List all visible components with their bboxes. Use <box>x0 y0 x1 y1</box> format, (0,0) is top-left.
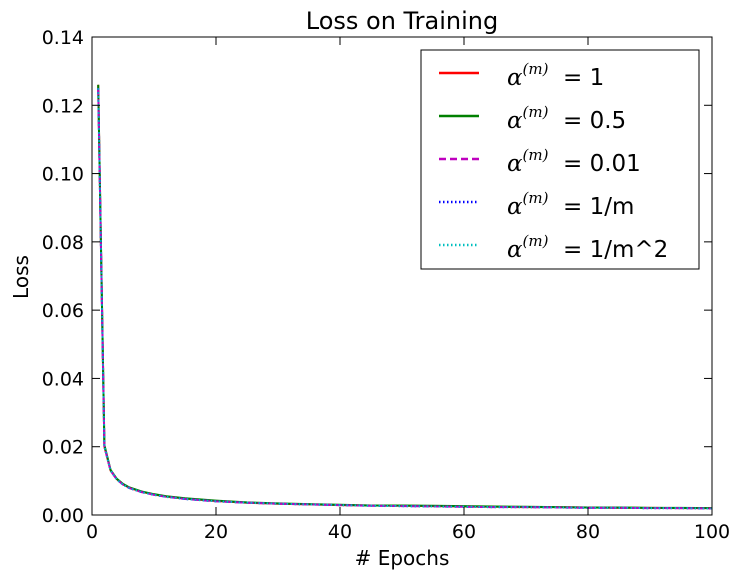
plot-frame <box>91 36 713 516</box>
chart-title: Loss on Training <box>306 7 499 35</box>
y-tick-label-1: 0.02 <box>42 437 84 459</box>
y-tick-label-0: 0.00 <box>42 505 84 527</box>
legend-alpha-symbol-3: α(m) <box>507 189 549 220</box>
x-tick-label-2: 40 <box>328 521 352 543</box>
legend: α(m) = 1 α(m) = 0.5 α(m) = 0.01 α(m) = 1/m α(m) =… <box>420 49 700 270</box>
legend-alpha-symbol-0: α(m) <box>507 60 549 91</box>
series-line-2 <box>97 88 713 510</box>
legend-label-4: = 1/m^2 <box>563 237 668 263</box>
y-tick-label-2: 0.04 <box>42 368 84 390</box>
legend-label-1: = 0.5 <box>563 108 626 134</box>
legend-label-3: = 1/m <box>563 194 634 220</box>
x-tick-label-3: 60 <box>452 521 476 543</box>
x-tick-label-1: 20 <box>204 521 228 543</box>
legend-alpha-symbol-2: α(m) <box>507 146 549 177</box>
x-tick-label-4: 80 <box>576 521 600 543</box>
y-tick-label-4: 0.08 <box>42 232 84 254</box>
y-tick-label-7: 0.14 <box>42 27 84 49</box>
legend-label-0: = 1 <box>563 65 604 91</box>
series-layer <box>97 84 713 510</box>
legend-label-2: = 0.01 <box>563 151 641 177</box>
legend-alpha-symbol-1: α(m) <box>507 103 549 134</box>
y-tick-label-3: 0.06 <box>42 300 84 322</box>
tick-layer: 0 20 40 60 80 100 0.00 0.02 0.04 0.06 0.08 0.10 0.12… <box>42 27 730 543</box>
x-tick-label-5: 100 <box>694 521 730 543</box>
x-tick-label-0: 0 <box>86 521 98 543</box>
legend-alpha-symbol-4: α(m) <box>507 232 549 263</box>
series-line-4 <box>97 88 713 510</box>
y-tick-label-5: 0.10 <box>42 164 84 186</box>
y-tick-label-6: 0.12 <box>42 95 84 117</box>
x-axis-label: # Epochs <box>355 546 450 570</box>
y-axis-label: Loss <box>9 255 33 299</box>
